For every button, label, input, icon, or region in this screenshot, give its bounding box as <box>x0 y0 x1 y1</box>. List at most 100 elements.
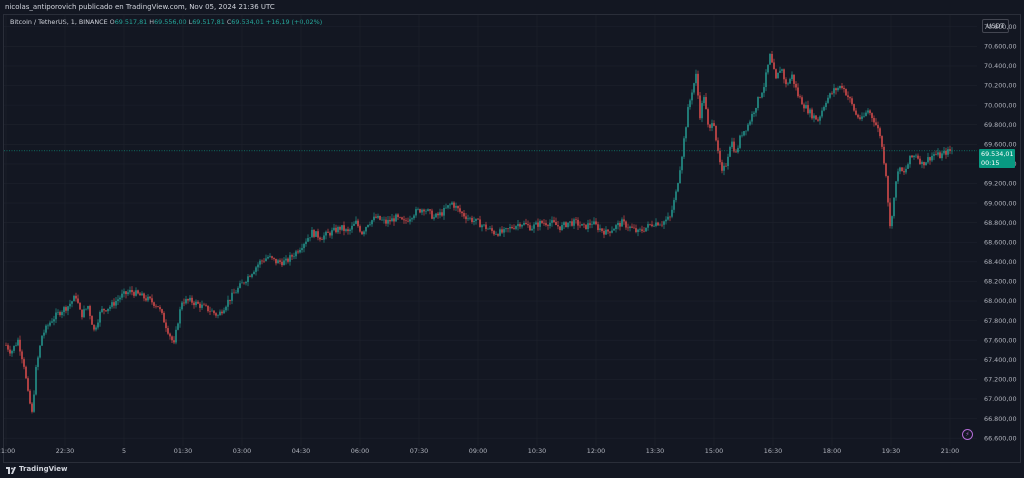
candle-body <box>415 209 417 216</box>
candle-body <box>403 219 405 221</box>
candle-body <box>165 322 167 329</box>
candle-body <box>229 299 231 301</box>
candle-body <box>673 200 675 210</box>
candle-body <box>937 152 939 155</box>
candle-body <box>81 309 83 318</box>
candle-body <box>211 310 213 312</box>
x-tick-label: 09:00 <box>469 447 487 455</box>
candle-body <box>27 378 29 391</box>
candle-body <box>335 227 337 233</box>
candle-body <box>153 302 155 306</box>
candle-body <box>43 332 45 336</box>
candle-body <box>103 308 105 311</box>
candle-body <box>295 251 297 257</box>
candle-body <box>567 222 569 228</box>
candle-body <box>449 204 451 206</box>
candle-body <box>137 290 139 294</box>
candle-body <box>579 225 581 227</box>
x-tick-label: 04:30 <box>292 447 310 455</box>
candle-body <box>371 220 373 225</box>
candle-body <box>119 297 121 300</box>
candle-body <box>313 229 315 237</box>
candle-body <box>95 327 97 330</box>
legend-high-value: 69.556,00 <box>154 18 187 26</box>
candle-body <box>723 165 725 171</box>
candle-body <box>325 231 327 236</box>
candle-body <box>361 231 363 235</box>
candle-body <box>607 229 609 232</box>
candle-body <box>179 309 181 324</box>
candle-body <box>41 335 43 346</box>
candle-body <box>501 229 503 233</box>
candle-body <box>615 225 617 229</box>
candle-body <box>275 258 277 264</box>
candle-body <box>49 322 51 326</box>
chart-frame[interactable] <box>3 14 1021 463</box>
candle-body <box>197 301 199 304</box>
candle-body <box>309 237 311 239</box>
candle-body <box>159 307 161 310</box>
candle-body <box>345 229 347 231</box>
candle-body <box>949 149 951 151</box>
currency-unit-button[interactable]: USDT <box>982 19 1009 33</box>
candle-body <box>273 257 275 259</box>
candle-body <box>791 74 793 80</box>
candle-body <box>145 298 147 301</box>
candle-body <box>239 283 241 288</box>
candle-body <box>767 64 769 73</box>
candle-body <box>835 88 837 91</box>
candle-body <box>561 225 563 230</box>
x-tick-label: 13:30 <box>646 447 664 455</box>
candle-body <box>93 324 95 330</box>
candle-body <box>65 307 67 311</box>
candle-body <box>525 223 527 225</box>
candle-body <box>537 222 539 227</box>
candle-body <box>235 292 237 294</box>
y-tick-label: 68.200,00 <box>984 278 1017 286</box>
y-tick-label: 68.600,00 <box>984 238 1017 246</box>
candle-body <box>803 104 805 109</box>
candle-body <box>759 97 761 98</box>
symbol-label[interactable]: Bitcoin / TetherUS, 1, BINANCE <box>10 18 108 26</box>
candle-body <box>317 231 319 238</box>
candle-body <box>485 224 487 230</box>
candle-body <box>187 299 189 301</box>
lightning-icon[interactable]: ⚡ <box>962 429 973 440</box>
candle-body <box>447 205 449 208</box>
tradingview-brand[interactable]: TradingView <box>19 465 68 473</box>
candle-body <box>797 87 799 97</box>
candle-body <box>731 141 733 147</box>
y-tick-label: 70.400,00 <box>984 62 1017 70</box>
candle-body <box>719 150 721 163</box>
candle-body <box>833 88 835 94</box>
candle-body <box>941 153 943 159</box>
candle-body <box>29 390 31 404</box>
candle-body <box>183 302 185 304</box>
candle-body <box>463 213 465 217</box>
candle-body <box>603 230 605 235</box>
candle-body <box>889 202 891 227</box>
candle-body <box>311 229 313 238</box>
candle-body <box>85 308 87 310</box>
x-tick-label: 19:30 <box>882 447 900 455</box>
candle-body <box>933 154 935 156</box>
x-tick-label: 5 <box>122 447 126 455</box>
candle-body <box>873 118 875 123</box>
candle-body <box>269 256 271 257</box>
candle-body <box>331 230 333 236</box>
candle-body <box>443 207 445 216</box>
candle-body <box>595 221 597 225</box>
candle-body <box>589 223 591 225</box>
candle-body <box>469 217 471 219</box>
candle-body <box>859 117 861 119</box>
candle-body <box>651 224 653 227</box>
candle-body <box>185 299 187 304</box>
candle-body <box>133 292 135 296</box>
candle-body <box>891 216 893 227</box>
last-price-badge: 69.534,01 00:15 <box>979 149 1015 168</box>
candle-body <box>637 229 639 233</box>
candle-body <box>865 112 867 116</box>
candle-body <box>381 219 383 221</box>
candle-body <box>757 97 759 108</box>
